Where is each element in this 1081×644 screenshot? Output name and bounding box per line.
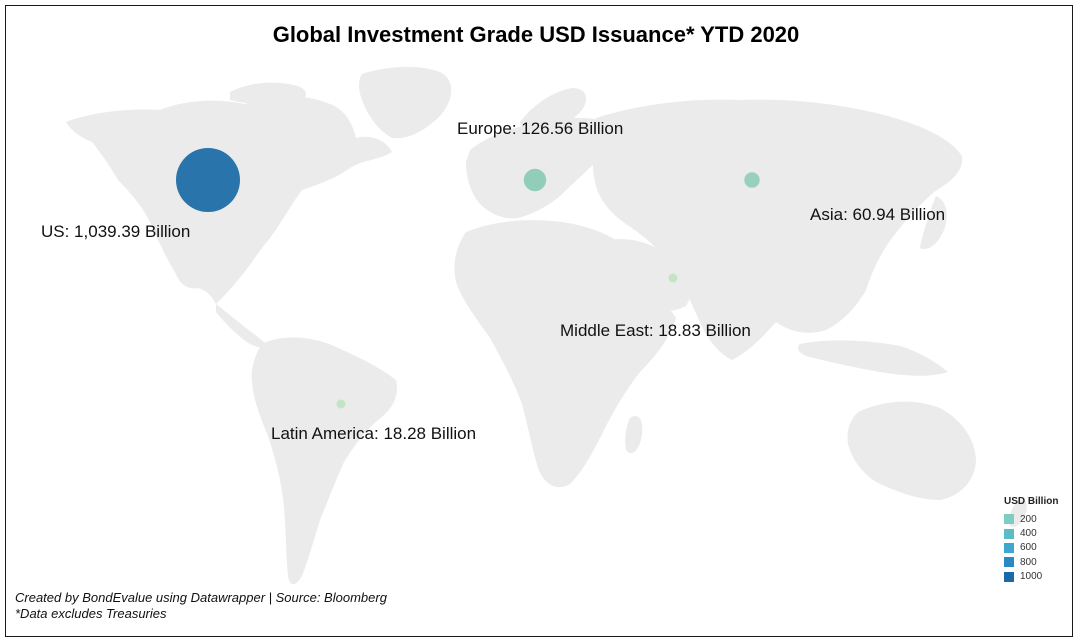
- region-label-us: US: 1,039.39 Billion: [41, 222, 191, 241]
- landmass-sea-islands: [798, 340, 948, 376]
- landmass-scandinavia: [520, 88, 587, 134]
- legend-item: 600: [1004, 541, 1058, 555]
- legend-item: 800: [1004, 555, 1058, 569]
- landmass-madagascar: [625, 415, 643, 454]
- legend-swatch: [1004, 514, 1014, 525]
- bubble-layer: [176, 148, 760, 409]
- footer-notes: Created by BondEvalue using Datawrapper …: [15, 590, 387, 622]
- landmass-central-america: [216, 304, 268, 348]
- region-label-latin-america: Latin America: 18.28 Billion: [271, 424, 477, 443]
- bubble-europe: [523, 168, 547, 192]
- bubble-latin-america: [336, 399, 346, 409]
- region-label-asia: Asia: 60.94 Billion: [810, 205, 946, 224]
- page-title: Global Investment Grade USD Issuance* YT…: [272, 22, 800, 47]
- legend-title: USD Billion: [1004, 496, 1059, 507]
- bubble-us: [176, 148, 240, 212]
- legend-item-label: 800: [1020, 556, 1037, 568]
- region-label-europe: Europe: 126.56 Billion: [457, 119, 624, 138]
- legend-swatch: [1004, 571, 1014, 582]
- landmass-arctic-islands: [230, 82, 306, 105]
- landmass-africa: [454, 220, 676, 488]
- legend: USD Billion 200 400 600 800 1000: [1004, 496, 1058, 584]
- landmass-group: [66, 66, 1027, 585]
- footer-note: *Data excludes Treasuries: [15, 606, 167, 621]
- legend-item: 400: [1004, 526, 1058, 540]
- landmass-south-america: [251, 337, 398, 585]
- legend-item: 200: [1004, 512, 1058, 526]
- bubble-middle-east: [668, 273, 678, 283]
- landmass-india: [711, 251, 765, 330]
- legend-item-label: 200: [1020, 513, 1037, 525]
- region-label-middle-east: Middle East: 18.83 Billion: [560, 321, 751, 340]
- landmass-australia: [847, 401, 976, 500]
- landmass-asia: [592, 99, 963, 361]
- legend-swatch: [1004, 528, 1014, 539]
- landmass-uk: [484, 136, 504, 163]
- footer-credit: Created by BondEvalue using Datawrapper …: [15, 590, 387, 605]
- legend-item-label: 1000: [1020, 571, 1043, 583]
- legend-swatch: [1004, 557, 1014, 568]
- landmass-greenland: [359, 66, 452, 139]
- legend-item: 1000: [1004, 570, 1058, 584]
- legend-item-label: 400: [1020, 528, 1037, 540]
- legend-item-label: 600: [1020, 542, 1037, 554]
- landmass-japan: [920, 196, 947, 250]
- bubble-asia: [744, 172, 760, 188]
- legend-swatch: [1004, 542, 1014, 553]
